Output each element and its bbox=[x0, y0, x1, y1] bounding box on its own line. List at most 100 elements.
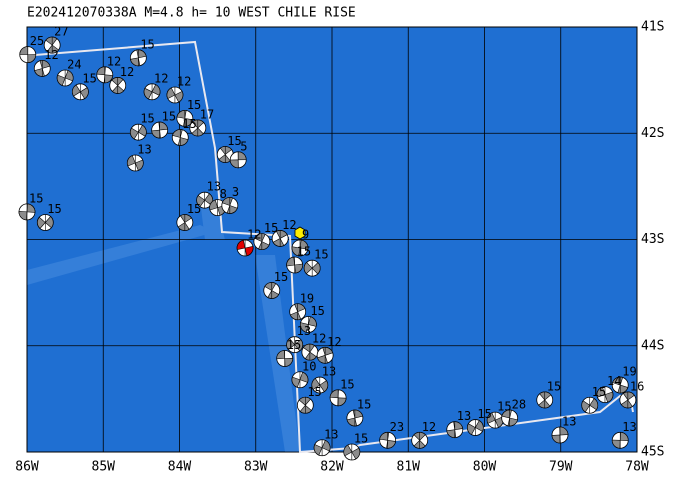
depth-label: 12 bbox=[44, 48, 58, 62]
beachball-quadrant bbox=[474, 420, 484, 432]
beachball-quadrant bbox=[127, 155, 136, 167]
depth-label: 8 bbox=[220, 187, 227, 201]
beachball-quadrant bbox=[176, 110, 187, 119]
depth-label: 12 bbox=[154, 71, 168, 85]
depth-label: 13 bbox=[297, 324, 311, 338]
focal-mechanism bbox=[33, 60, 51, 77]
focal-mechanism bbox=[446, 421, 464, 439]
focal-mechanism bbox=[611, 431, 629, 449]
depth-label: 14 bbox=[607, 374, 621, 388]
beachball-quadrant bbox=[343, 444, 353, 457]
beachball-quadrant bbox=[180, 214, 192, 223]
depth-label: 15 bbox=[314, 248, 328, 262]
depth-label: 12 bbox=[422, 420, 436, 434]
depth-label: 15 bbox=[354, 432, 368, 446]
beachball-quadrant bbox=[619, 431, 629, 441]
depth-label: 15 bbox=[82, 71, 96, 85]
depth-label: 24 bbox=[67, 58, 81, 72]
focal-mechanism bbox=[56, 69, 74, 87]
lat-label: 44S bbox=[641, 338, 664, 353]
beachball-quadrant bbox=[37, 216, 46, 229]
map-title: E202412070338A M=4.8 h= 10 WEST CHILE RI… bbox=[27, 6, 356, 21]
focal-mechanism bbox=[129, 49, 147, 67]
focal-mechanism bbox=[596, 386, 614, 404]
beachball-quadrant bbox=[453, 421, 464, 431]
depth-label: 12 bbox=[247, 228, 261, 242]
focal-mechanism bbox=[486, 411, 504, 429]
focal-mechanism bbox=[301, 343, 319, 361]
focal-mechanism bbox=[216, 146, 234, 163]
focal-mechanism bbox=[581, 396, 599, 414]
focal-mechanism bbox=[171, 129, 189, 146]
beachball-quadrant bbox=[44, 216, 54, 229]
lat-label: 41S bbox=[641, 20, 664, 35]
beachball-quadrant bbox=[64, 70, 74, 82]
beachball-quadrant bbox=[538, 399, 551, 409]
depth-label: 5 bbox=[240, 139, 247, 153]
lon-label: 85W bbox=[92, 460, 116, 475]
depth-label: 16 bbox=[630, 379, 644, 393]
focal-mechanism bbox=[18, 203, 36, 221]
depth-label: 15 bbox=[592, 385, 606, 399]
focal-mechanism bbox=[176, 214, 194, 231]
depth-label: 12 bbox=[282, 218, 296, 232]
lon-label: 82W bbox=[320, 460, 344, 475]
beachball-quadrant bbox=[467, 423, 476, 436]
focal-mechanism bbox=[296, 396, 314, 414]
beachball-quadrant bbox=[551, 434, 561, 444]
depth-label: 15 bbox=[340, 377, 354, 391]
depth-label: 15 bbox=[357, 398, 371, 412]
lat-label: 42S bbox=[641, 126, 664, 141]
lon-label: 79W bbox=[549, 460, 573, 475]
depth-label: 13 bbox=[457, 409, 471, 423]
depth-label: 28 bbox=[512, 398, 526, 412]
beachball-quadrant bbox=[539, 391, 552, 401]
focal-mechanism bbox=[299, 316, 317, 333]
beachball-quadrant bbox=[379, 432, 390, 441]
beachball-quadrant bbox=[386, 439, 396, 449]
beachball-quadrant bbox=[346, 417, 358, 427]
beachball-quadrant bbox=[294, 303, 306, 313]
beachball-quadrant bbox=[507, 417, 518, 427]
beachball-quadrant bbox=[286, 256, 295, 267]
focal-mechanism bbox=[151, 121, 169, 139]
depth-label: 19 bbox=[300, 291, 314, 305]
beachball-quadrant bbox=[254, 233, 266, 243]
beachball-quadrant bbox=[303, 261, 313, 275]
focal-mechanism bbox=[263, 282, 281, 299]
depth-label: 19 bbox=[622, 365, 636, 379]
focal-mechanism bbox=[289, 303, 307, 321]
depth-label: 15 bbox=[162, 110, 176, 124]
focal-mechanism bbox=[551, 426, 569, 444]
focal-mechanism bbox=[189, 119, 207, 137]
beachball-quadrant bbox=[294, 339, 303, 352]
beachball-quadrant bbox=[45, 36, 58, 46]
beachball-quadrant bbox=[130, 57, 141, 67]
lat-label: 45S bbox=[641, 445, 664, 460]
lon-label: 78W bbox=[625, 460, 649, 475]
beachball-quadrant bbox=[177, 137, 189, 146]
depth-label: 15 bbox=[297, 245, 311, 259]
focal-mechanism bbox=[109, 77, 127, 94]
depth-label: 15 bbox=[227, 134, 241, 148]
depth-label: 15 bbox=[182, 117, 196, 131]
focal-mechanism bbox=[619, 391, 637, 409]
beachball-quadrant bbox=[321, 440, 331, 452]
beachball-quadrant bbox=[622, 391, 635, 401]
depth-label: 13 bbox=[324, 427, 338, 441]
beachball-quadrant bbox=[174, 90, 184, 103]
beachball-quadrant bbox=[56, 74, 66, 86]
depth-label: 15 bbox=[477, 407, 491, 421]
beachball-quadrant bbox=[196, 195, 206, 208]
depth-label: 15 bbox=[187, 202, 201, 216]
focal-mechanism bbox=[276, 350, 294, 367]
depth-label: 27 bbox=[54, 25, 68, 39]
beachball-quadrant bbox=[244, 245, 254, 257]
beachball-quadrant bbox=[183, 118, 194, 127]
depth-label: 15 bbox=[287, 338, 301, 352]
depth-label: 13 bbox=[137, 143, 151, 157]
beachball-quadrant bbox=[313, 444, 323, 456]
beachball-quadrant bbox=[264, 282, 277, 291]
beachball-quadrant bbox=[18, 210, 28, 221]
focal-mechanism bbox=[43, 36, 61, 54]
